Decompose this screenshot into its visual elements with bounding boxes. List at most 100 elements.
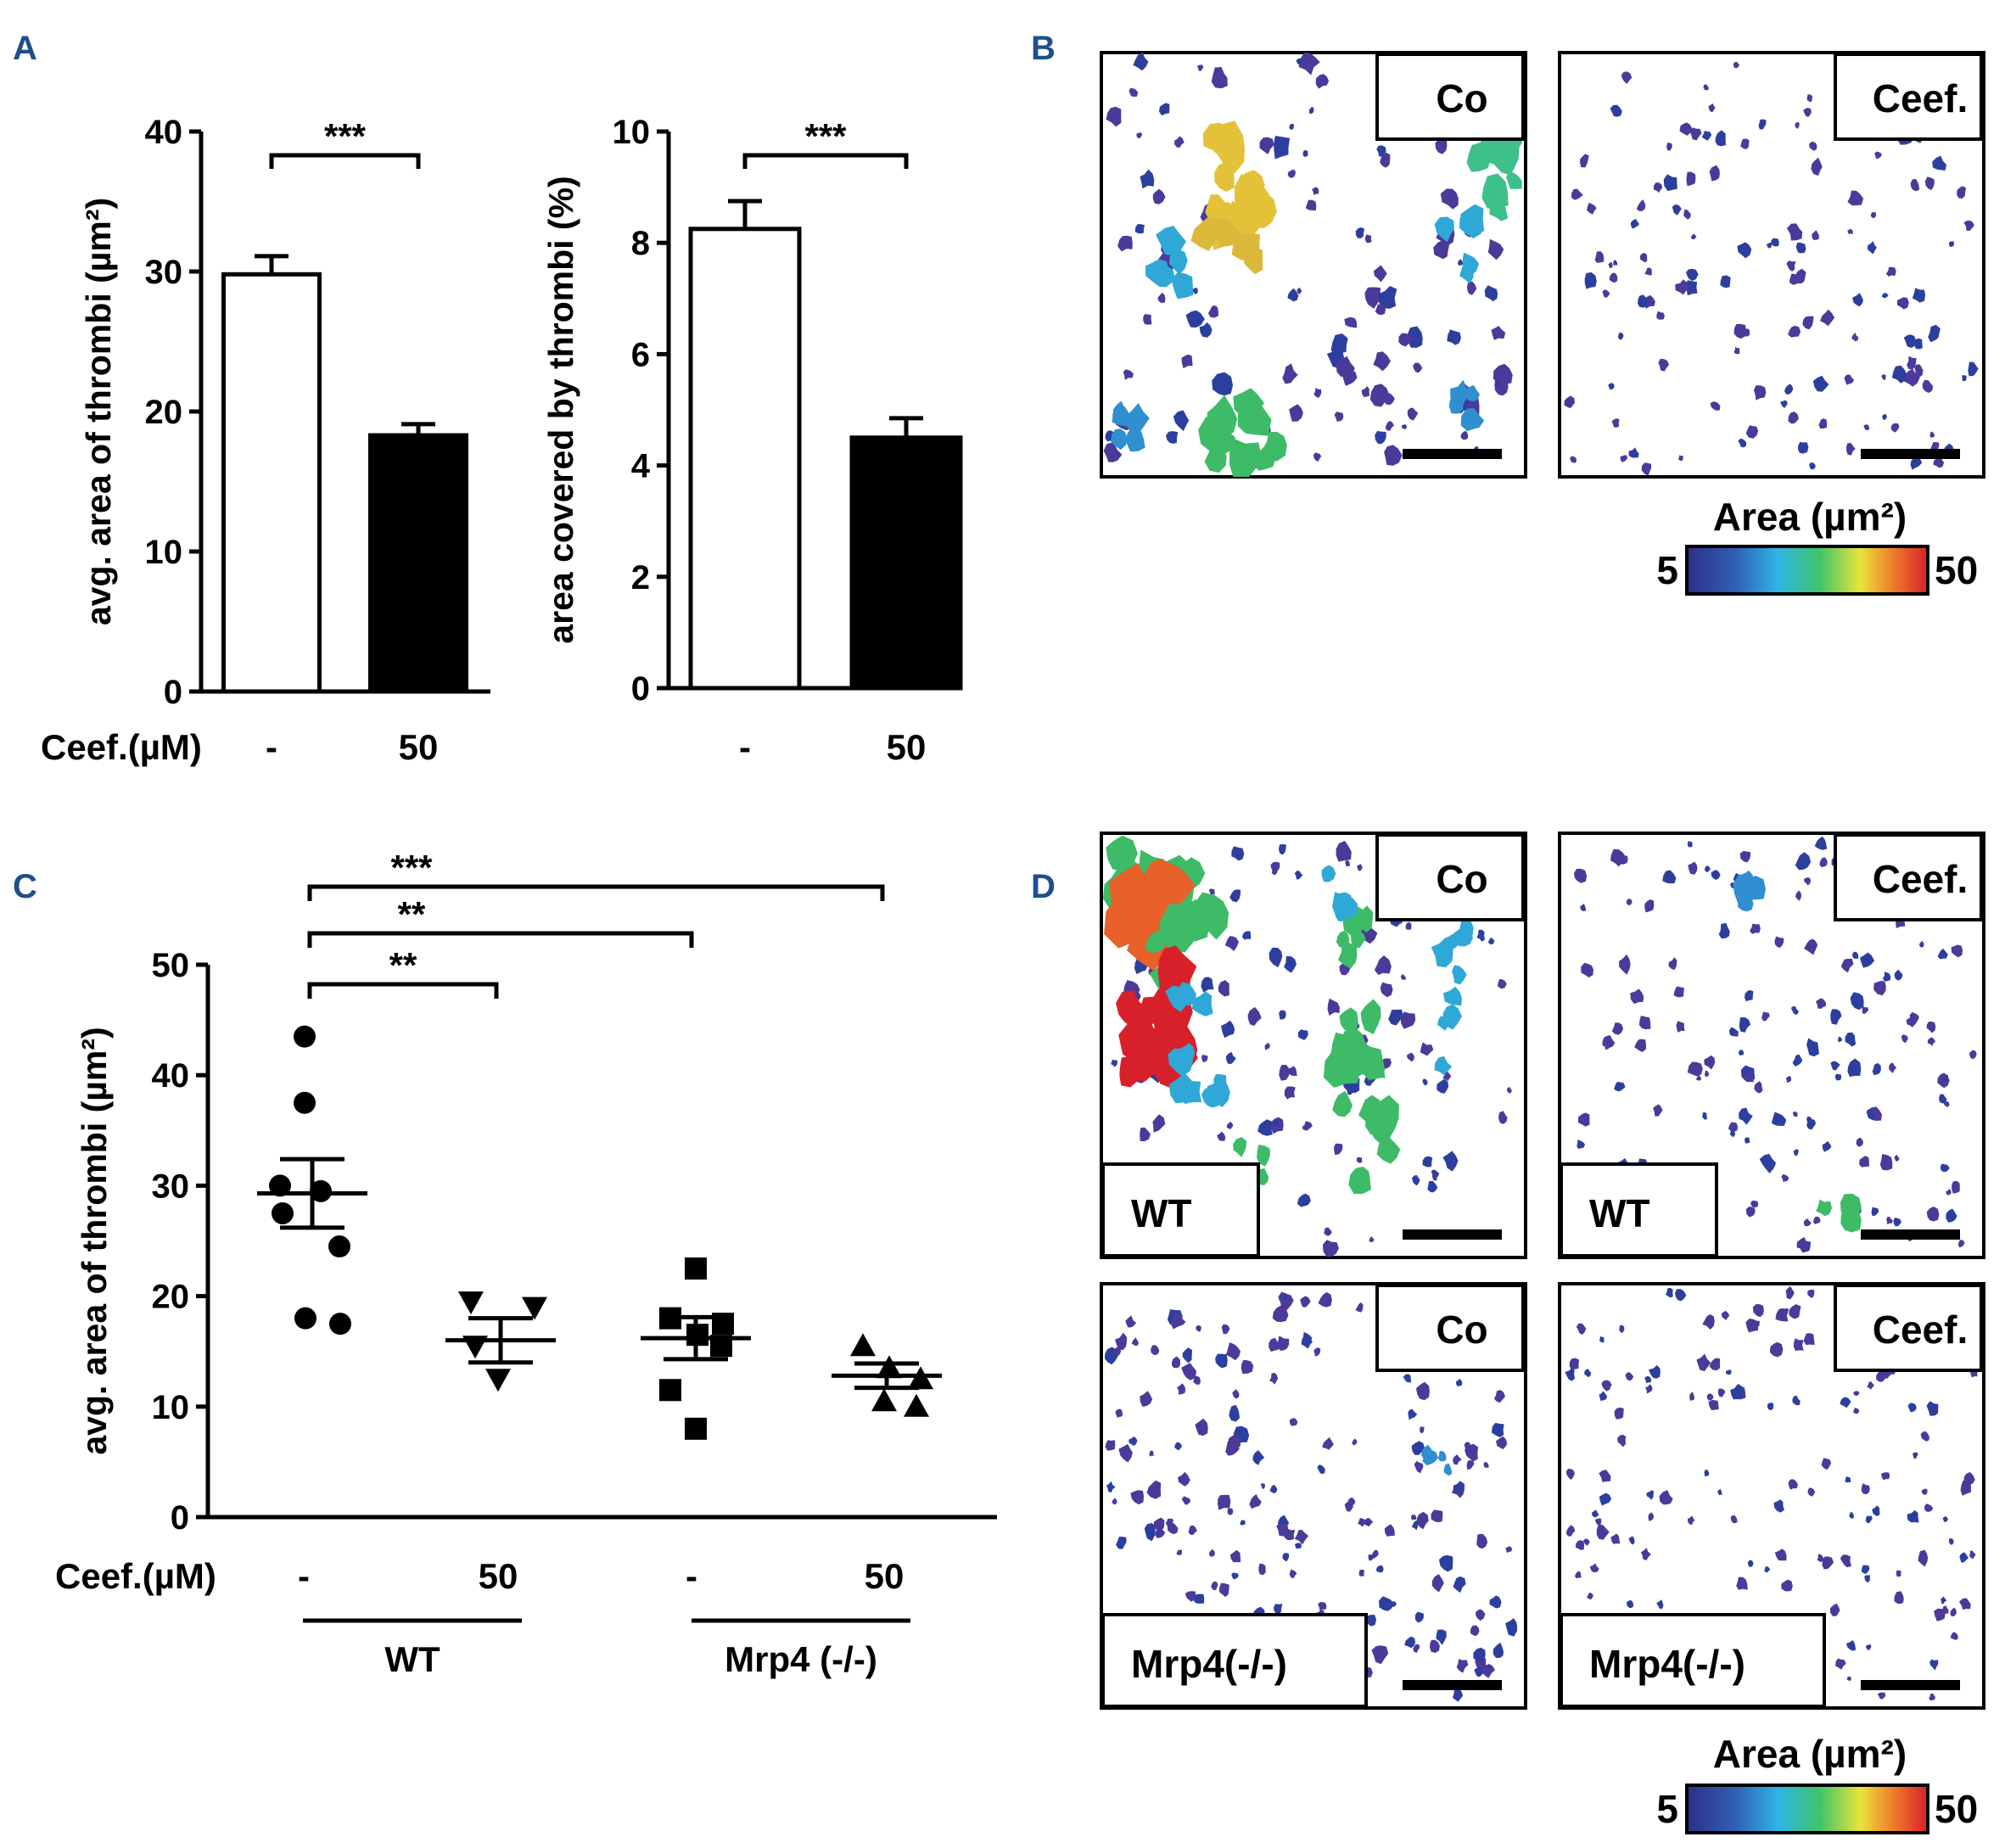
- thrombus-blob: [1934, 1608, 1946, 1621]
- thrombus-blob: [1846, 443, 1856, 456]
- thrombus-blob: [1375, 430, 1386, 445]
- thrombus-blob: [1153, 1517, 1165, 1531]
- thrombus-blob: [1420, 1426, 1425, 1433]
- a-right-significance-bracket: [742, 153, 909, 169]
- thrombus-blob: [1577, 1139, 1586, 1149]
- thrombus-blob: [1143, 314, 1152, 325]
- thrombus-blob: [1599, 1470, 1611, 1482]
- thrombus-blob: [1771, 238, 1779, 247]
- thrombus-blob: [1313, 452, 1322, 462]
- thrombus-blob: [1414, 1460, 1424, 1474]
- thrombus-blob: [1460, 408, 1485, 432]
- thrombus-blob: [1282, 363, 1298, 384]
- thrombus-blob: [1864, 1575, 1870, 1583]
- thrombus-blob: [1736, 1576, 1748, 1590]
- thrombus-blob: [1610, 1533, 1621, 1544]
- thrombus-blob: [1927, 1037, 1936, 1046]
- thrombus-blob: [1896, 297, 1909, 310]
- thrombus-blob: [1677, 455, 1683, 462]
- thrombus-blob: [1920, 1431, 1929, 1442]
- thrombus-blob: [1599, 1336, 1605, 1343]
- thrombus-blob: [1385, 421, 1394, 431]
- thrombus-blob: [1181, 354, 1193, 369]
- thrombus-blob: [1614, 1407, 1624, 1420]
- thrombus-blob: [1621, 71, 1633, 84]
- thrombus-blob: [1422, 1449, 1439, 1465]
- thrombus-blob: [1289, 1418, 1298, 1426]
- thrombus-blob: [1816, 1199, 1833, 1217]
- thrombus-blob: [1820, 309, 1835, 327]
- genotype-label: Mrp4(-/-): [1131, 1642, 1287, 1686]
- thrombus-blob: [1434, 1056, 1453, 1076]
- thrombus-blob: [1948, 1537, 1954, 1545]
- thrombus-blob: [1111, 1059, 1118, 1067]
- thrombus-blob: [1297, 1193, 1311, 1207]
- thrombus-blob: [1489, 1595, 1502, 1609]
- thrombus-blob: [1130, 1056, 1158, 1082]
- thrombus-blob: [1704, 1469, 1710, 1477]
- thrombus-blob: [1272, 1305, 1289, 1323]
- thrombus-blob: [1835, 1658, 1846, 1670]
- thrombus-blob: [1279, 844, 1286, 855]
- thrombus-blob: [1145, 930, 1167, 954]
- colorbar-gradient: [1685, 545, 1929, 596]
- condition-label: Co: [1436, 1308, 1487, 1352]
- thrombus-blob: [1298, 53, 1320, 76]
- thrombus-blob: [1140, 1391, 1153, 1408]
- thrombus-blob: [1321, 865, 1336, 882]
- thrombus-blob: [1617, 333, 1624, 340]
- thrombus-blob: [1849, 1512, 1855, 1519]
- thrombus-blob: [1453, 1454, 1462, 1465]
- thrombus-blob: [1284, 955, 1297, 973]
- micrograph-b_control: Co: [1100, 51, 1527, 479]
- bar-chart-avg-area: 0 10 20 30 40 avg. area of thrombi (µm²) - 50 **…: [41, 114, 490, 767]
- thrombus-blob: [1105, 1440, 1116, 1451]
- thrombus-blob: [1373, 265, 1387, 283]
- thrombus-blob: [1807, 1290, 1815, 1298]
- a-right-y-tick-label: 8: [631, 225, 650, 262]
- thrombus-blob: [1211, 1581, 1218, 1591]
- thrombus-blob: [1165, 985, 1193, 1012]
- thrombus-blob: [1339, 1007, 1358, 1032]
- thrombus-blob: [1269, 947, 1283, 968]
- thrombus-blob: [1315, 74, 1330, 89]
- thrombus-blob: [1806, 1117, 1817, 1130]
- thrombus-blob: [1703, 84, 1709, 91]
- thrombus-blob: [1739, 1016, 1751, 1033]
- thrombus-blob: [1583, 1538, 1590, 1546]
- a-right-bar: [849, 435, 963, 691]
- thrombus-blob: [1185, 1591, 1196, 1602]
- thrombus-blob: [1574, 1571, 1582, 1579]
- thrombus-blob: [1611, 1022, 1623, 1035]
- thrombus-blob: [1422, 1078, 1428, 1086]
- thrombus-blob: [1430, 1639, 1440, 1654]
- thrombus-blob: [1882, 293, 1889, 299]
- thrombus-blob: [1455, 1378, 1463, 1386]
- thrombus-blob: [1728, 1122, 1739, 1133]
- thrombus-blob: [1769, 1341, 1784, 1358]
- thrombus-blob: [1481, 173, 1509, 210]
- thrombus-blob: [1574, 868, 1588, 883]
- thrombus-blob: [1431, 1509, 1443, 1523]
- thrombus-blob: [1207, 305, 1218, 318]
- thrombus-blob: [1921, 1488, 1928, 1495]
- thrombus-blob: [1792, 1111, 1798, 1117]
- thrombus-blob: [1289, 1569, 1297, 1579]
- a-left-y-tick-label: 20: [145, 394, 183, 431]
- thrombus-blob: [1929, 431, 1935, 438]
- thrombus-blob: [1926, 1401, 1939, 1416]
- thrombus-blob: [1903, 334, 1916, 348]
- thrombus-blob: [1129, 1436, 1138, 1447]
- c-group-label: Mrp4 (-/-): [725, 1639, 877, 1679]
- thrombus-blob: [1814, 836, 1828, 850]
- thrombus-blob: [1505, 1546, 1513, 1554]
- thrombus-blob: [1893, 1218, 1901, 1227]
- thrombus-blob: [1845, 1201, 1861, 1218]
- thrombus-blob: [1658, 358, 1669, 372]
- thrombus-blob: [1626, 899, 1633, 905]
- thrombus-blob: [1115, 1408, 1123, 1418]
- thrombus-blob: [1830, 1009, 1842, 1025]
- panel-letter-d: D: [1031, 868, 1056, 905]
- thrombus-blob: [1252, 1450, 1265, 1465]
- thrombus-blob: [1450, 379, 1469, 406]
